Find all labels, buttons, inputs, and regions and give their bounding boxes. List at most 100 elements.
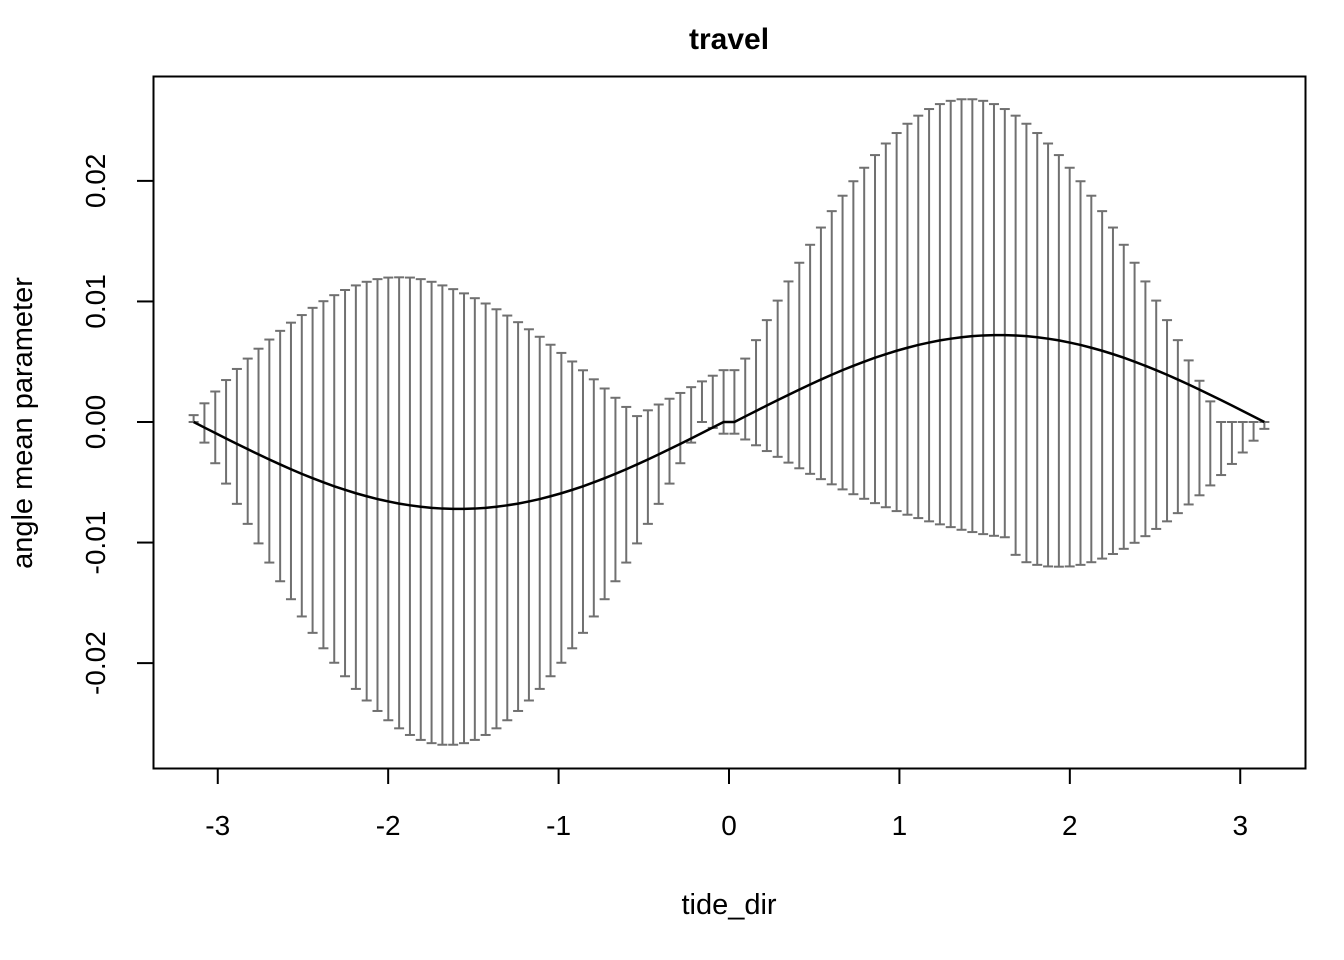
error-bar	[1216, 421, 1227, 477]
error-bar	[253, 347, 264, 545]
y-tick-label: 0.00	[80, 395, 111, 450]
x-tick-label: 3	[1232, 810, 1248, 841]
error-bar	[329, 294, 340, 664]
y-tick-label: 0.01	[80, 274, 111, 329]
error-bar	[340, 288, 351, 678]
error-bar	[707, 374, 718, 429]
error-bar	[534, 335, 545, 690]
error-bar	[1086, 194, 1097, 564]
error-bar	[1226, 421, 1237, 465]
y-tick-label: 0.02	[80, 154, 111, 209]
error-bar	[978, 99, 989, 536]
error-bar	[307, 306, 318, 634]
x-tick-label: 2	[1062, 810, 1078, 841]
error-bar	[870, 154, 881, 505]
error-bar	[848, 180, 859, 496]
error-bar	[275, 329, 286, 583]
error-bar	[1064, 166, 1075, 568]
error-bar	[1097, 210, 1108, 560]
error-bar	[902, 122, 913, 516]
error-bar	[523, 328, 534, 702]
error-bar	[1259, 421, 1270, 430]
error-bar	[480, 302, 491, 736]
error-bar	[945, 99, 956, 529]
error-bar	[696, 380, 707, 423]
error-bar	[859, 166, 870, 500]
x-tick-label: -1	[546, 810, 571, 841]
error-bar	[1118, 243, 1129, 550]
error-bar	[372, 278, 383, 712]
error-bar	[1107, 226, 1118, 556]
x-axis-label: tide_dir	[681, 889, 776, 921]
error-bar	[513, 321, 524, 712]
error-bar	[621, 405, 632, 564]
error-bar	[751, 339, 762, 447]
error-bar	[1151, 299, 1162, 530]
error-bar	[448, 288, 459, 746]
error-bar	[1172, 339, 1183, 515]
y-axis-label: angle mean parameter	[7, 277, 39, 569]
error-bar	[729, 369, 740, 435]
error-bar	[815, 226, 826, 481]
error-bar	[199, 402, 210, 444]
error-bar	[556, 351, 567, 664]
error-bar	[1043, 142, 1054, 568]
error-bar	[891, 132, 902, 513]
error-bar	[826, 210, 837, 486]
error-bar	[967, 98, 978, 534]
error-bar	[437, 284, 448, 746]
error-bar	[783, 280, 794, 464]
error-bar	[642, 409, 653, 525]
error-bar	[772, 299, 783, 458]
error-bar	[459, 292, 470, 745]
series-line-group	[193, 333, 1265, 511]
error-bar	[1194, 379, 1205, 497]
error-bar	[502, 314, 513, 722]
error-bar	[988, 103, 999, 537]
error-bar	[285, 321, 296, 601]
error-bar	[1053, 154, 1064, 568]
error-bar	[231, 367, 242, 505]
error-bar	[588, 378, 599, 618]
error-bar	[264, 338, 275, 564]
error-bar	[1140, 280, 1151, 538]
error-bar	[350, 284, 361, 690]
error-bar	[221, 379, 232, 485]
mean-line	[193, 333, 1265, 511]
errorbar-group	[188, 98, 1270, 746]
error-bar	[664, 397, 675, 485]
error-bar	[426, 280, 437, 745]
error-bar	[383, 276, 394, 722]
error-bar	[761, 319, 772, 453]
error-bar	[610, 396, 621, 583]
error-bar	[1162, 319, 1173, 523]
error-bar	[599, 387, 610, 601]
error-bar	[577, 369, 588, 634]
y-tick-label: -0.02	[80, 631, 111, 695]
x-tick-label: -2	[376, 810, 401, 841]
error-bar	[740, 357, 751, 441]
error-bar	[318, 300, 329, 650]
error-bar	[1032, 132, 1043, 566]
error-bar	[632, 415, 643, 545]
error-bar	[924, 108, 935, 523]
error-bar	[491, 308, 502, 730]
chart-title: travel	[689, 23, 769, 56]
error-bar	[1075, 180, 1086, 566]
error-bar	[880, 142, 891, 509]
error-bar	[361, 280, 372, 702]
error-bar	[545, 343, 556, 678]
error-bar	[794, 261, 805, 470]
error-bar	[934, 103, 945, 526]
error-bar	[1129, 261, 1140, 544]
x-tick-label: -3	[205, 810, 230, 841]
error-bar	[210, 390, 221, 465]
error-bar	[188, 414, 199, 423]
error-bar	[913, 114, 924, 520]
error-bar	[686, 386, 697, 444]
error-bar	[1205, 400, 1216, 487]
x-tick-label: 0	[721, 810, 737, 841]
error-bar	[675, 391, 686, 465]
error-bar	[567, 360, 578, 650]
